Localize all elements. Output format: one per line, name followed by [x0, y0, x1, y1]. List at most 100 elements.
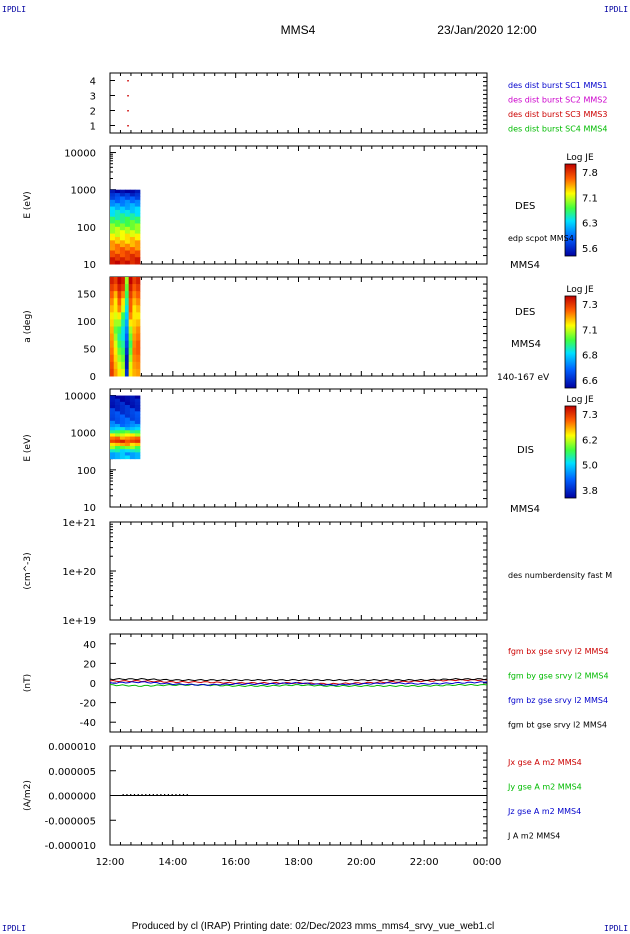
spectrogram-cell	[121, 361, 126, 370]
spectrogram-cell	[124, 455, 131, 460]
spectrogram-cell	[134, 233, 141, 238]
spectrogram-cell	[119, 411, 126, 415]
x-tick-label: 18:00	[284, 857, 313, 868]
spectrogram-cell	[119, 203, 126, 208]
spectrogram-cell	[134, 430, 141, 434]
spectrogram-cell	[124, 284, 130, 292]
x-tick-label: 20:00	[347, 857, 376, 868]
spectrogram-cell	[114, 417, 121, 422]
spectrogram-cell	[129, 414, 136, 419]
spectrogram-cell	[110, 298, 115, 306]
y-tick-label: -0.000010	[45, 841, 96, 852]
y-tick-label: 0.000000	[48, 792, 96, 803]
spectrogram-cell	[114, 250, 121, 255]
spectrogram-cell	[110, 430, 116, 434]
spectrogram-cell	[134, 417, 141, 422]
colorbar-title: Log JE	[566, 285, 594, 295]
spectrogram-cell	[110, 233, 116, 238]
spectrogram-cell	[129, 193, 136, 197]
spectrogram-cell	[113, 312, 118, 320]
spectrogram-cell	[110, 442, 116, 447]
spectrogram-cell	[129, 449, 136, 453]
plot-title: MMS4	[281, 23, 316, 37]
y-tick-label: 0.000010	[48, 742, 96, 753]
burst-marker	[127, 80, 129, 82]
spectrogram-cell	[124, 326, 130, 335]
spectrogram-cell	[110, 354, 115, 363]
spectrogram-cell	[129, 189, 136, 194]
spectrogram-cell	[110, 209, 116, 214]
spectrogram-cell	[117, 319, 122, 327]
spectrogram-cell	[124, 206, 131, 211]
spectrogram-cell	[117, 284, 122, 292]
spectrogram-cell	[110, 427, 116, 431]
spectrogram-cell	[110, 411, 116, 415]
spectrogram-cell	[114, 455, 121, 460]
spectrogram-cell	[119, 417, 126, 422]
spectrogram-cell	[129, 216, 136, 221]
side-label: MMS4	[510, 504, 540, 515]
colorbar-tick-label: 6.6	[582, 376, 598, 387]
spectrogram-cell	[124, 368, 130, 377]
y-tick-label: 1000	[71, 186, 96, 197]
spectrogram-cell	[129, 203, 136, 208]
spectrogram-cell	[128, 277, 133, 285]
spectrogram-cell	[110, 449, 116, 453]
spectrogram-cell	[117, 354, 122, 363]
spectrogram-cell	[124, 233, 131, 238]
spectrogram-cell	[110, 347, 115, 356]
spectrogram-cell	[129, 236, 136, 241]
spectrogram-cell	[124, 449, 131, 453]
spectrogram-cell	[119, 257, 126, 262]
current-data-point	[171, 794, 173, 796]
spectrogram-cell	[129, 436, 136, 441]
plot-datetime: 23/Jan/2020 12:00	[437, 23, 537, 37]
legend-entry: fgm by gse srvy l2 MMS4	[508, 672, 609, 681]
spectrogram-cell	[110, 452, 116, 457]
spectrogram-cell	[128, 347, 133, 356]
spectrogram-cell	[124, 436, 131, 441]
spectrogram-cell	[110, 199, 116, 204]
spectrogram-cell	[134, 247, 141, 251]
spectrogram-cell	[136, 305, 141, 313]
spectrogram-cell	[119, 401, 126, 406]
legend-entry: fgm bt gse srvy l2 MMS4	[508, 721, 607, 730]
spectrogram-cell	[124, 452, 131, 457]
panel-frame-3	[109, 388, 488, 508]
spectrogram-cell	[119, 230, 126, 235]
spectrogram-cell	[124, 312, 130, 320]
y-tick-label: 2	[90, 107, 96, 118]
spectrogram-cell	[136, 368, 141, 377]
colorbar	[564, 163, 577, 257]
legend-entry: des dist burst SC4 MMS4	[508, 125, 607, 134]
spectrogram-cell	[134, 223, 141, 228]
spectrogram-cell	[134, 436, 141, 441]
spectrogram-cell	[114, 209, 121, 214]
spectrogram-cell	[110, 436, 116, 441]
spectrogram-cell	[110, 340, 115, 349]
spectrogram-cell	[110, 420, 116, 425]
y-tick-label: 10000	[64, 149, 96, 160]
spectrogram-cell	[129, 405, 136, 409]
y-tick-label: 4	[90, 77, 96, 88]
spectrogram-cell	[110, 236, 116, 241]
y-axis-label: (nT)	[23, 674, 33, 692]
spectrogram-cell	[132, 291, 137, 299]
spectrogram-cell	[110, 401, 116, 406]
spectrogram-cell	[121, 354, 126, 363]
spectrogram-cell	[114, 446, 121, 450]
spectrogram-cell	[124, 340, 130, 349]
y-tick-label: 50	[83, 345, 96, 356]
y-axis-label: a (deg)	[23, 310, 33, 342]
spectrogram-cell	[124, 408, 131, 412]
spectrogram-cell	[113, 305, 118, 313]
spectrogram-cell	[114, 199, 121, 204]
spectrogram-cell	[136, 319, 141, 327]
spectrogram-cell	[110, 250, 116, 255]
spectrogram-cell	[134, 452, 141, 457]
spectrogram-cell	[129, 223, 136, 228]
spectrogram-cell	[119, 446, 126, 450]
y-tick-label: 40	[83, 640, 96, 651]
spectrogram-cell	[119, 395, 126, 400]
spectrogram-cell	[128, 319, 133, 327]
